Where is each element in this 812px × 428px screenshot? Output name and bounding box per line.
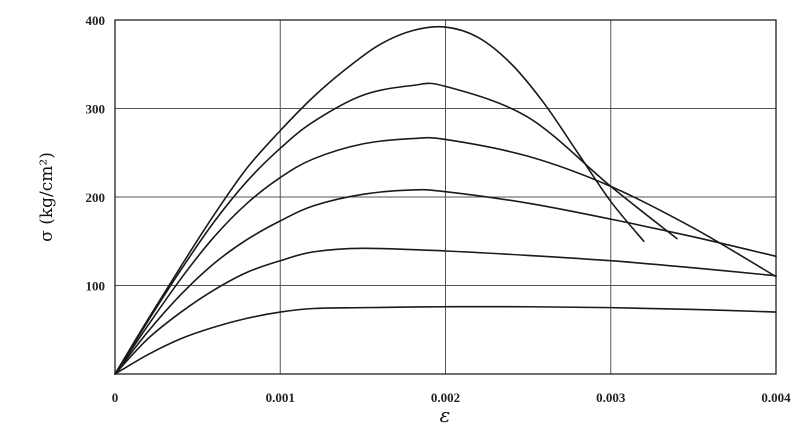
series-line-3 — [114, 188, 777, 375]
x-tick-label: 0.004 — [761, 390, 791, 405]
series-line-1 — [114, 305, 777, 375]
x-tick-label: 0.002 — [431, 390, 460, 405]
y-axis-label: σ (kg/cm²) — [37, 152, 57, 242]
y-tick-label: 300 — [86, 102, 106, 117]
y-tick-labels: 100 200 300 400 — [86, 13, 106, 294]
gridlines — [115, 20, 776, 374]
x-tick-labels: 0 0.001 0.002 0.003 0.004 — [112, 390, 791, 405]
series-line-2 — [114, 247, 777, 375]
series-line-6 — [114, 25, 645, 375]
plot-frame — [114, 19, 777, 375]
series-group — [114, 25, 777, 375]
x-axis-label: ε — [440, 403, 451, 427]
series-line-5 — [114, 82, 678, 375]
y-tick-label: 100 — [86, 279, 106, 294]
x-tick-label: 0.003 — [596, 390, 626, 405]
y-tick-label: 400 — [86, 13, 106, 28]
y-tick-label: 200 — [86, 190, 106, 205]
x-tick-label: 0.001 — [266, 390, 295, 405]
x-tick-label: 0 — [112, 390, 119, 405]
